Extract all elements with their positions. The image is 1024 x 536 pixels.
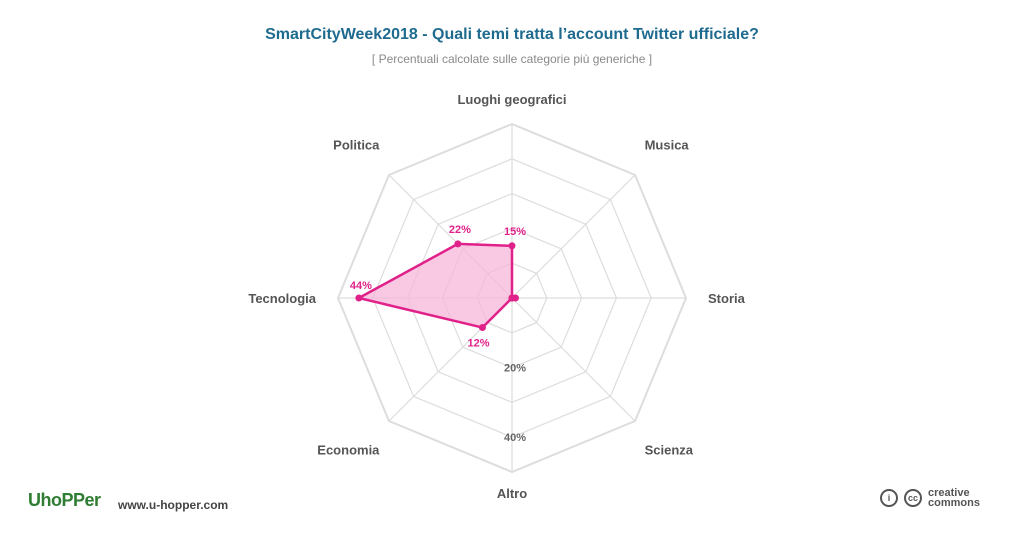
- website-link: www.u-hopper.com: [118, 498, 229, 512]
- chart-subtitle: [ Percentuali calcolate sulle categorie …: [371, 52, 653, 66]
- cc-icon: cc: [904, 489, 922, 507]
- axis-label: Scienza: [645, 443, 694, 458]
- axis-label: Luoghi geografici: [457, 92, 566, 107]
- axis-label: Altro: [497, 486, 527, 501]
- scale-label: 40%: [504, 432, 526, 444]
- uhopper-logo: UhoPPer: [28, 490, 101, 511]
- cc-text-line1: creative: [928, 487, 970, 499]
- data-label: 12%: [467, 338, 489, 350]
- attribution-icon: i: [880, 489, 898, 507]
- cc-text-line2: commons: [928, 497, 980, 509]
- chart-title: SmartCityWeek2018 - Quali temi tratta l’…: [265, 26, 759, 43]
- data-label: 44%: [350, 280, 372, 292]
- creative-commons-badge: i cc creative commons: [880, 487, 980, 509]
- axis-label: Tecnologia: [248, 291, 316, 306]
- data-label: 15%: [504, 226, 526, 238]
- data-point: [508, 294, 516, 302]
- grid-spoke: [511, 174, 636, 299]
- series-area: [357, 242, 517, 329]
- data-point: [454, 240, 462, 248]
- data-label: 22%: [449, 224, 471, 236]
- data-point: [355, 294, 363, 302]
- scale-label: 20%: [504, 363, 526, 375]
- data-point: [478, 324, 486, 332]
- axis-label: Politica: [333, 137, 380, 152]
- data-point: [508, 242, 516, 250]
- axis-label: Storia: [708, 291, 746, 306]
- axis-label: Musica: [645, 137, 690, 152]
- grid-spoke: [511, 297, 636, 422]
- axis-label: Economia: [317, 443, 380, 458]
- logo-text: UhoPPer: [28, 490, 101, 510]
